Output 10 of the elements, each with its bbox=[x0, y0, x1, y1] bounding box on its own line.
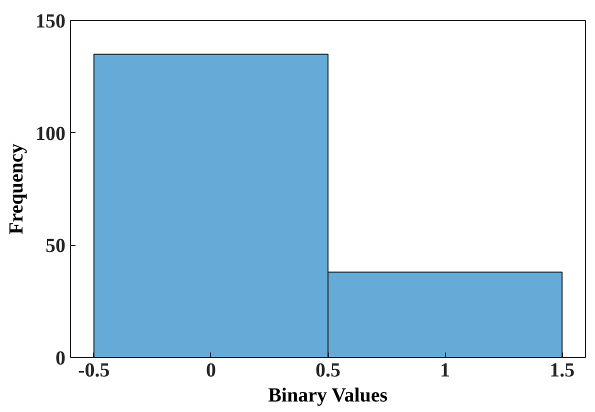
y-tick-label: 150 bbox=[36, 10, 66, 32]
x-tick-label: 1.5 bbox=[550, 360, 575, 382]
x-tick-label: 0.5 bbox=[316, 360, 340, 382]
x-tick-label: -0.5 bbox=[78, 360, 110, 382]
y-axis-title: Frequency bbox=[6, 144, 28, 234]
y-tick-label: 50 bbox=[46, 235, 66, 258]
x-tick-label: 1 bbox=[440, 360, 450, 382]
x-tick-label: 0 bbox=[206, 360, 216, 382]
x-axis-title: Binary Values bbox=[268, 384, 388, 406]
y-tick-label: 100 bbox=[36, 122, 66, 145]
